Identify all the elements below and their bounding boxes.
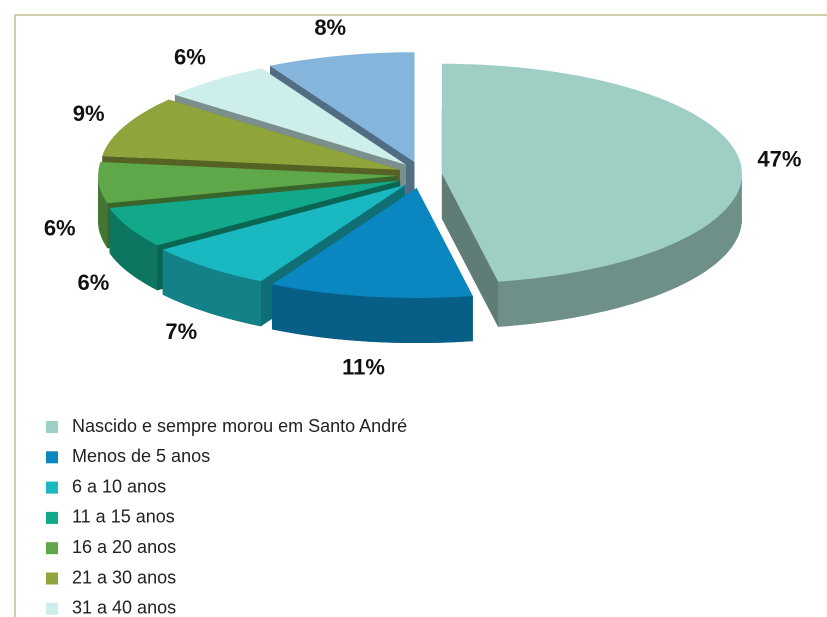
slice-side xyxy=(98,175,108,249)
data-label: 11% xyxy=(342,355,385,380)
data-label: 6% xyxy=(77,270,109,295)
data-label: 6% xyxy=(174,45,206,70)
legend-swatch xyxy=(46,451,58,464)
slice-side xyxy=(272,284,473,343)
slice-side xyxy=(109,208,158,291)
slice-cut xyxy=(441,173,499,327)
data-label: 47% xyxy=(757,147,801,172)
slice xyxy=(270,52,415,163)
legend-swatch xyxy=(46,542,58,555)
legend-swatch xyxy=(46,481,58,494)
data-label: 8% xyxy=(314,15,346,40)
slice xyxy=(109,180,401,246)
slice xyxy=(441,63,742,282)
data-label: 9% xyxy=(73,101,105,126)
slice xyxy=(272,188,473,298)
slice xyxy=(102,99,400,170)
legend-label: 11 a 15 anos xyxy=(72,507,175,527)
slice xyxy=(98,162,398,204)
legend-swatch xyxy=(46,511,58,524)
slice xyxy=(162,184,406,282)
legend-swatch xyxy=(46,602,58,615)
legend-swatch xyxy=(46,572,58,585)
legend-label: Menos de 5 anos xyxy=(72,446,210,466)
slice-side xyxy=(498,173,742,327)
legend-label: 31 a 40 anos xyxy=(72,598,176,617)
slice xyxy=(174,68,406,165)
legend-label: 21 a 30 anos xyxy=(72,567,176,587)
legend-swatch xyxy=(46,421,58,433)
data-label: 7% xyxy=(165,319,197,344)
legend-label: 6 a 10 anos xyxy=(72,476,166,496)
slice-side xyxy=(162,249,261,327)
legend-label: Nascido e sempre morou em Santo André xyxy=(72,416,407,436)
legend-label: 16 a 20 anos xyxy=(72,537,176,557)
data-label: 6% xyxy=(44,215,76,240)
